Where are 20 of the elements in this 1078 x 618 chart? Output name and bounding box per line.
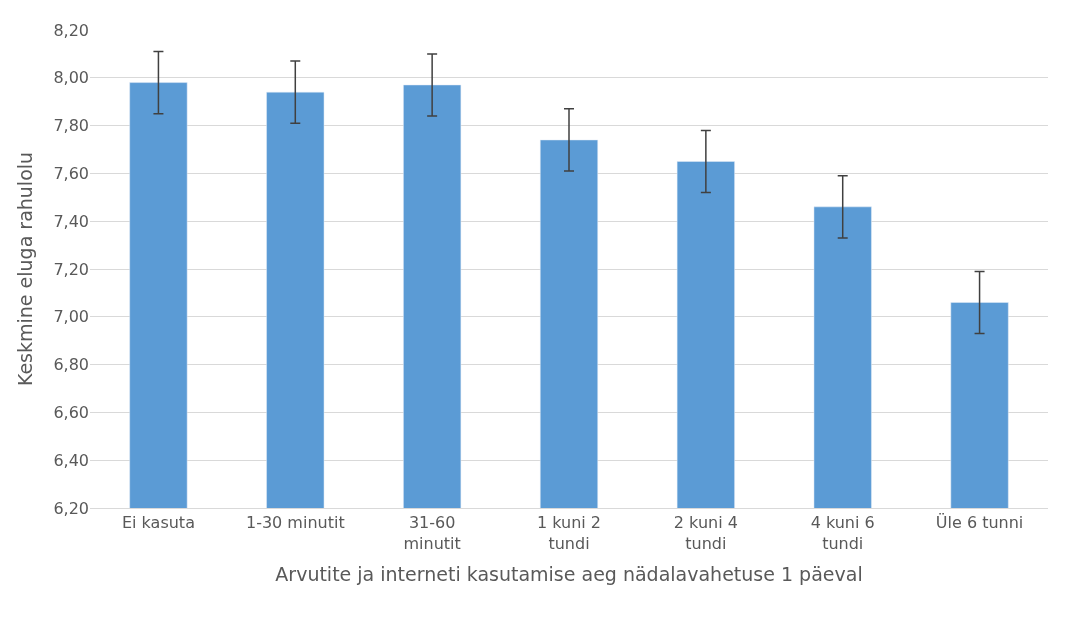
y-tick-label: 7,80: [53, 116, 89, 136]
y-tick-label: 7,20: [53, 259, 89, 279]
x-tick-label: 1-30 minutit: [245, 513, 345, 533]
x-tick-label: 31-60 minutit: [403, 513, 461, 553]
x-tick-label: 1 kuni 2 tundi: [536, 513, 602, 553]
x-tick-label: 4 kuni 6 tundi: [810, 513, 875, 553]
x-tick-label: 2 kuni 4 tundi: [673, 513, 738, 553]
y-tick-label: 7,00: [53, 307, 89, 327]
x-axis-title: Arvutite ja interneti kasutamise aeg nädalavahetuse 1 päeval: [275, 562, 863, 585]
x-tick-label: Üle 6 tunni: [935, 513, 1024, 533]
y-tick-label: 7,40: [53, 211, 89, 231]
y-tick-label: 6,40: [53, 450, 89, 470]
y-tick-label: 8,20: [53, 20, 89, 40]
y-tick-label: 8,00: [53, 68, 89, 88]
y-tick-label: 6,60: [53, 403, 89, 422]
y-axis-title: Keskmine eluga rahulolu: [14, 151, 37, 387]
y-tick-label: 7,60: [53, 164, 89, 183]
y-tick-label: 6,20: [53, 498, 89, 518]
y-tick-label: 6,80: [53, 355, 89, 375]
x-tick-label: Ei kasuta: [121, 513, 195, 533]
